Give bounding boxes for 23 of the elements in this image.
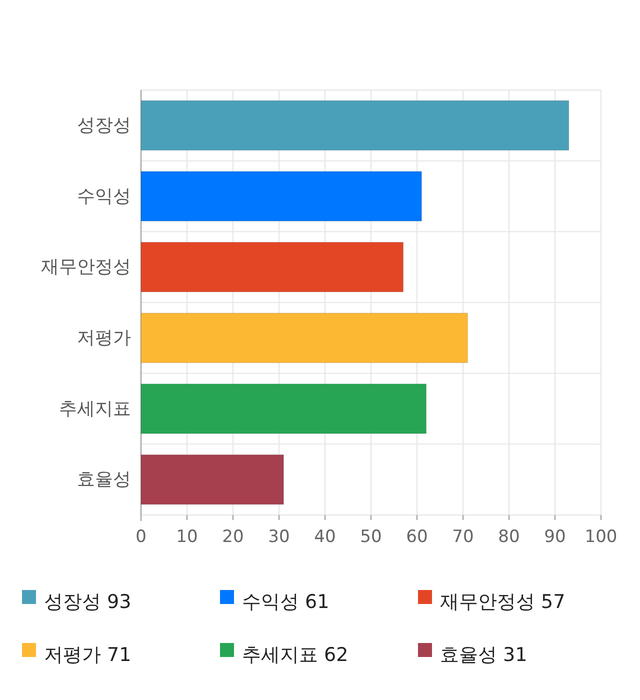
y-tick-label: 저평가 — [77, 327, 131, 348]
x-tick-label: 70 — [452, 527, 474, 547]
x-tick-label: 20 — [222, 527, 244, 547]
x-tick-label: 50 — [360, 527, 382, 547]
y-tick-label: 추세지표 — [59, 398, 131, 420]
y-tick-label: 재무안정성 — [41, 256, 131, 278]
x-tick-label: 30 — [268, 527, 290, 547]
x-tick-label: 100 — [584, 527, 618, 547]
x-tick-label: 80 — [498, 527, 520, 547]
x-tick-label: 40 — [314, 527, 336, 547]
x-tick-label: 60 — [406, 527, 428, 547]
legend-label: 수익성 61 — [242, 591, 330, 614]
legend-label: 효율성 31 — [440, 644, 528, 666]
x-tick-label: 10 — [176, 527, 198, 547]
y-tick-label: 성장성 — [77, 114, 131, 136]
legend-label: 재무안정성 57 — [440, 591, 566, 614]
legend-label: 저평가 71 — [44, 644, 132, 666]
legend-label: 성장성 93 — [44, 591, 132, 614]
x-tick-label: 90 — [544, 527, 566, 547]
legend-label: 추세지표 62 — [242, 644, 348, 666]
y-tick-label: 수익성 — [77, 186, 131, 207]
y-tick-label: 효율성 — [77, 469, 131, 490]
x-tick-label: 0 — [136, 527, 146, 547]
